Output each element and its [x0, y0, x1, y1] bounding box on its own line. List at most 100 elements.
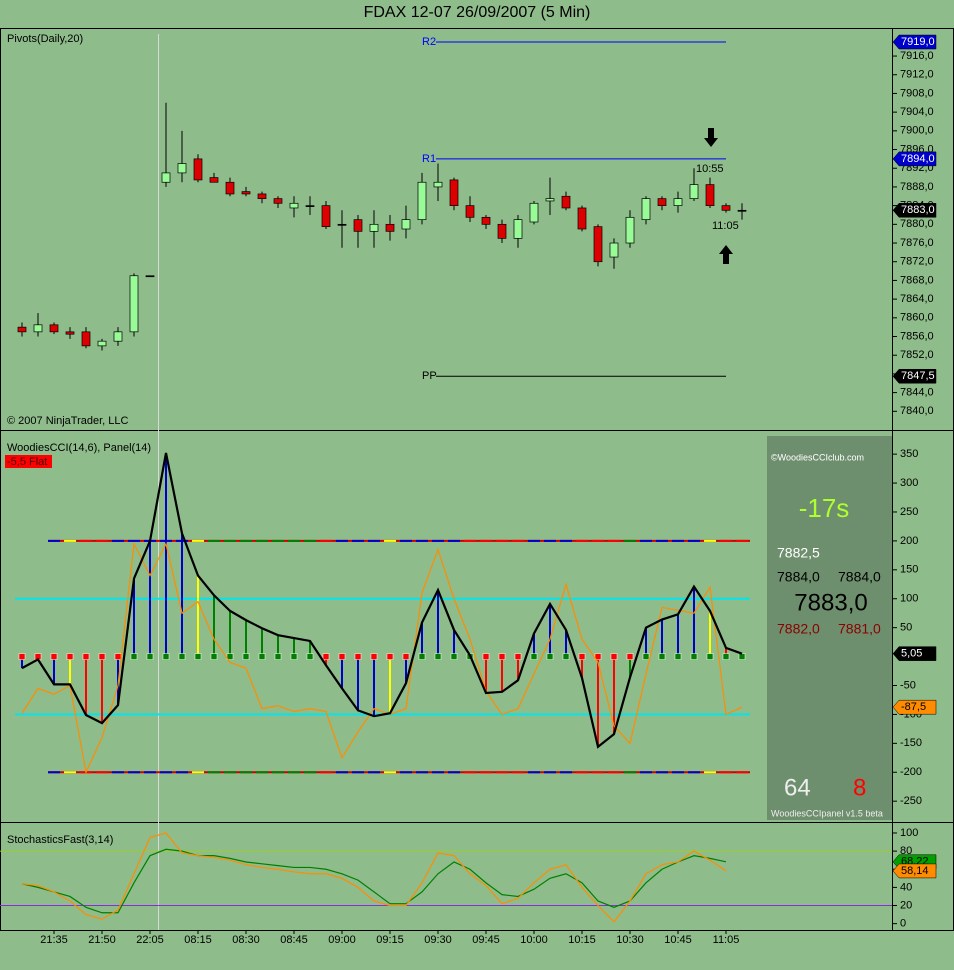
candle-body — [129, 275, 139, 333]
candle-body — [337, 223, 347, 226]
zero-marker — [130, 653, 138, 660]
zero-marker — [658, 653, 666, 660]
candle-body — [193, 158, 203, 181]
x-tick-label: 08:45 — [280, 934, 308, 946]
y-tick-label: 20 — [900, 899, 912, 911]
candle-body — [593, 226, 603, 263]
price-flag-label: 58,14 — [901, 865, 929, 877]
candle-body — [705, 184, 715, 206]
zero-marker — [18, 653, 26, 660]
candle-body — [305, 205, 315, 207]
chart-title: FDAX 12-07 26/09/2007 (5 Min) — [364, 4, 591, 21]
price-flag-label: 7919,0 — [901, 36, 935, 48]
price-flag — [892, 203, 937, 218]
zero-marker — [146, 653, 154, 660]
candle-body — [689, 184, 699, 199]
panel-count-up: 64 — [784, 774, 811, 801]
price-flag — [892, 368, 937, 384]
zero-marker — [82, 653, 90, 660]
y-tick-label: 7876,0 — [900, 237, 934, 249]
cci-line — [21, 452, 743, 749]
y-tick-label: 7888,0 — [900, 181, 934, 193]
panel-count-down: 8 — [853, 774, 866, 801]
panel-bid: 7882,0 — [777, 621, 820, 637]
zero-marker — [690, 653, 698, 660]
zero-marker — [562, 653, 570, 660]
zero-marker — [274, 653, 282, 660]
candle-body — [513, 219, 523, 239]
panel-label: StochasticsFast(3,14) — [7, 834, 113, 846]
y-tick-label: 350 — [900, 448, 918, 460]
candle-body — [369, 223, 379, 232]
panel-footer: WoodiesCCIpanel v1.5 beta — [771, 808, 883, 818]
zero-marker — [162, 653, 170, 660]
y-tick-label: -250 — [900, 795, 922, 807]
x-tick-label: 08:30 — [232, 934, 260, 946]
price-flag — [892, 646, 937, 661]
candle-body — [481, 216, 491, 225]
x-tick-label: 09:30 — [424, 934, 452, 946]
candle-body — [209, 177, 219, 183]
zero-marker — [418, 653, 426, 660]
zero-marker — [514, 653, 522, 660]
candle-body — [65, 331, 75, 335]
candle-body — [529, 202, 539, 223]
copyright: © 2007 NinjaTrader, LLC — [7, 415, 128, 427]
panel-label: Pivots(Daily,20) — [7, 33, 83, 45]
zero-marker — [498, 653, 506, 660]
candle-body — [737, 209, 747, 212]
zero-marker — [210, 653, 218, 660]
zero-marker — [706, 653, 714, 660]
candle-body — [257, 193, 267, 199]
candle-body — [241, 191, 251, 195]
zero-marker — [290, 653, 298, 660]
zero-marker — [114, 653, 122, 660]
zero-marker — [530, 653, 538, 660]
candle-body — [177, 163, 187, 174]
zero-marker — [338, 653, 346, 660]
candle-body — [673, 198, 683, 206]
candle-body — [145, 275, 155, 278]
y-tick-label: 40 — [900, 881, 912, 893]
pivot-name: R2 — [422, 36, 436, 48]
y-tick-label: -150 — [900, 737, 922, 749]
zero-marker — [594, 653, 602, 660]
y-tick-label: 200 — [900, 535, 918, 547]
panel-ask: 7884,0 — [838, 569, 881, 585]
y-tick-label: 80 — [900, 845, 912, 857]
y-tick-label: 7904,0 — [900, 106, 934, 118]
y-tick-label: 300 — [900, 477, 918, 489]
down-arrow — [704, 128, 718, 147]
candle-body — [625, 216, 635, 244]
candle-body — [81, 331, 91, 347]
candle-body — [273, 198, 283, 204]
x-tick-label: 09:15 — [376, 934, 404, 946]
y-tick-label: 7864,0 — [900, 293, 934, 305]
price-flag-label: -87,5 — [901, 701, 926, 713]
up-arrow — [719, 245, 733, 264]
candle-body — [49, 324, 59, 333]
y-tick-label: 100 — [900, 827, 918, 839]
panel-site: ©WoodiesCCIclub.com — [771, 452, 864, 462]
candle-body — [497, 223, 507, 239]
y-tick-label: 0 — [900, 918, 906, 930]
y-tick-label: 7840,0 — [900, 405, 934, 417]
candle-body — [449, 179, 459, 206]
price-flag — [892, 151, 937, 167]
candle-body — [417, 181, 427, 221]
zero-marker — [722, 653, 730, 660]
candle-body — [321, 205, 331, 228]
candle-body — [353, 219, 363, 232]
y-tick-label: 7872,0 — [900, 256, 934, 268]
y-tick-label: 7912,0 — [900, 69, 934, 81]
price-flag-label: 5,05 — [901, 648, 922, 660]
candle-body — [657, 198, 667, 206]
candle-body — [577, 207, 587, 230]
candle-body — [545, 198, 555, 202]
zero-marker — [450, 653, 458, 660]
zero-marker — [66, 653, 74, 660]
zero-marker — [322, 653, 330, 660]
zero-marker — [610, 653, 618, 660]
zero-marker — [642, 653, 650, 660]
